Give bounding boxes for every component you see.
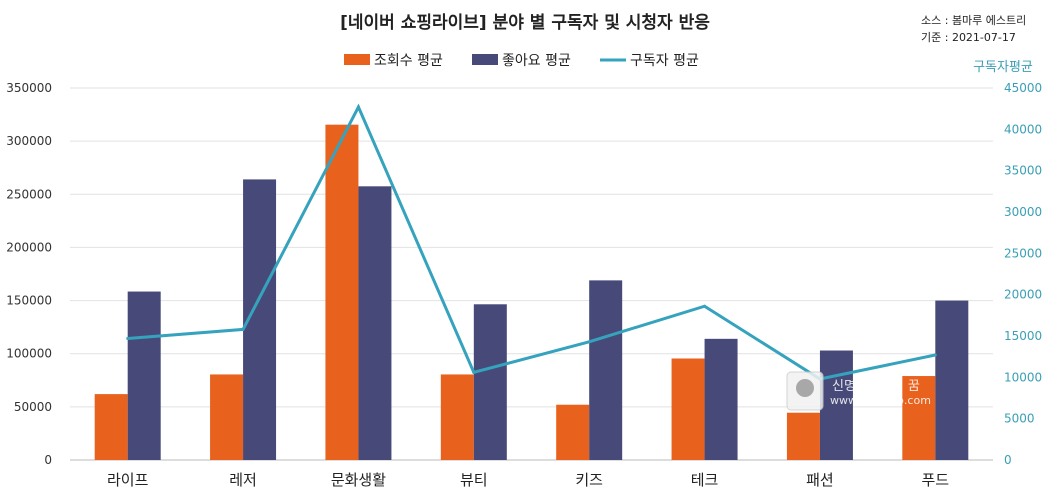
bar-views [556, 404, 590, 460]
bar-likes [589, 280, 623, 460]
right-tick-label: 10000 [1004, 370, 1042, 384]
category-label: 키즈 [575, 471, 603, 489]
watermark-url: www.tongsob.com [830, 394, 931, 407]
category-label: 푸드 [922, 471, 950, 489]
left-tick-label: 200000 [6, 240, 52, 254]
right-tick-label: 0 [1004, 453, 1012, 467]
legend-label: 좋아요 평균 [502, 53, 571, 69]
line-point [126, 336, 130, 340]
left-tick-label: 250000 [6, 187, 52, 201]
legend-label: 조회수 평균 [374, 53, 443, 69]
left-tick-label: 0 [44, 453, 52, 467]
category-label: 뷰티 [460, 471, 488, 489]
bar-views [786, 412, 820, 460]
line-point [933, 353, 937, 357]
legend-swatch [472, 54, 498, 65]
bars [94, 124, 969, 461]
date-note: 기준 : 2021-07-17 [921, 31, 1016, 44]
right-tick-label: 40000 [1004, 122, 1042, 136]
left-tick-label: 50000 [14, 400, 52, 414]
watermark-text: 신명스포츠의 꿈 [832, 379, 920, 394]
right-tick-label: 25000 [1004, 246, 1042, 260]
category-label: 패션 [806, 471, 834, 489]
left-axis: 0 50000 100000 150000 200000 250000 300000 3500… [6, 81, 52, 467]
bar-likes [473, 304, 507, 460]
chart-title: [네이버 쇼핑라이브] 분야 별 구독자 및 시청자 반응 [340, 12, 710, 33]
bar-likes [819, 350, 853, 460]
right-axis-title: 구독자평균 [973, 60, 1033, 75]
category-label: 테크 [691, 471, 719, 489]
right-tick-label: 35000 [1004, 164, 1042, 178]
bar-views [210, 374, 244, 460]
left-tick-label: 300000 [6, 134, 52, 148]
line-point [356, 105, 360, 109]
category-label: 문화생활 [331, 471, 386, 489]
right-tick-label: 30000 [1004, 205, 1042, 219]
right-tick-label: 45000 [1004, 81, 1042, 95]
line-series-subscribers [127, 103, 936, 381]
left-tick-label: 100000 [6, 347, 52, 361]
bar-views [325, 124, 359, 460]
bar-views [902, 376, 936, 460]
category-axis: 라이프 레저 문화생활 뷰티 키즈 테크 패션 푸드 [107, 471, 949, 489]
bar-likes [704, 338, 738, 460]
left-tick-label: 350000 [6, 81, 52, 95]
line-point [241, 327, 245, 331]
watermark-avatar-head [796, 379, 814, 397]
line-point [703, 304, 707, 308]
bar-likes [935, 300, 969, 460]
left-tick-label: 150000 [6, 294, 52, 308]
line-point [587, 340, 591, 344]
bar-views [440, 374, 474, 460]
bar-likes [358, 186, 392, 461]
right-axis: 0 5000 10000 15000 20000 25000 30000 35000 40000… [1004, 81, 1042, 467]
bar-views [671, 358, 705, 460]
category-label: 라이프 [107, 471, 149, 489]
category-label: 레저 [229, 471, 257, 489]
legend: 조회수 평균 좋아요 평균 구독자 평균 [344, 53, 699, 69]
right-tick-label: 15000 [1004, 329, 1042, 343]
legend-swatch [344, 54, 370, 65]
legend-label: 구독자 평균 [630, 53, 699, 69]
bar-likes [127, 291, 161, 460]
right-tick-label: 5000 [1004, 412, 1035, 426]
source-note: 소스 : 봄마루 에스트리 [921, 14, 1026, 27]
right-tick-label: 20000 [1004, 288, 1042, 302]
bar-views [94, 394, 128, 460]
line-point [472, 370, 476, 374]
